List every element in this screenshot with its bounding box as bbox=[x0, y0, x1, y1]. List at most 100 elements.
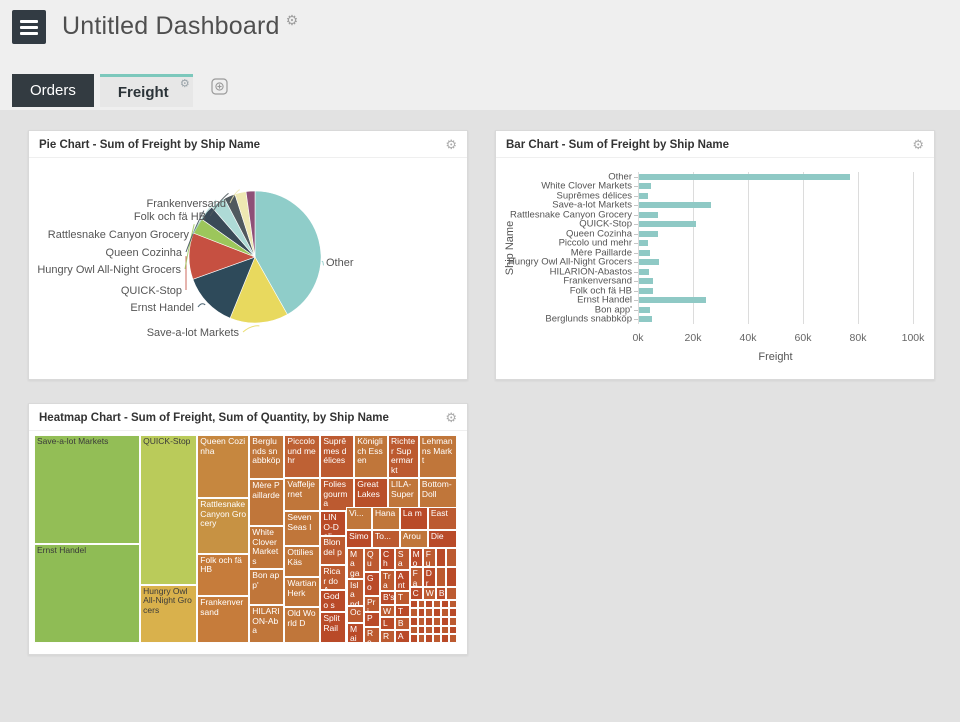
bar[interactable] bbox=[639, 259, 659, 265]
treemap-cell[interactable]: Dr bbox=[423, 567, 436, 587]
bar[interactable] bbox=[639, 193, 648, 199]
treemap-cell[interactable] bbox=[418, 600, 426, 609]
treemap-cell[interactable]: Pri bbox=[364, 596, 380, 613]
treemap-cell[interactable]: Ch bbox=[380, 548, 395, 570]
treemap-cell[interactable]: Ricar do A bbox=[320, 565, 346, 590]
treemap-cell[interactable]: La m bbox=[400, 507, 428, 530]
treemap-cell[interactable] bbox=[449, 600, 457, 609]
treemap-cell[interactable]: Mère Paillarde bbox=[249, 479, 284, 526]
treemap-cell[interactable] bbox=[449, 608, 457, 617]
tab-settings-icon[interactable]: ⚙ bbox=[180, 77, 190, 90]
tab-orders[interactable]: Orders bbox=[12, 74, 94, 107]
treemap-cell[interactable] bbox=[449, 634, 457, 643]
treemap-cell[interactable] bbox=[418, 626, 426, 635]
treemap-cell[interactable]: Tra bbox=[380, 570, 395, 592]
treemap-cell[interactable]: To... bbox=[372, 530, 400, 548]
treemap-cell[interactable]: Godo s Co bbox=[320, 590, 346, 612]
treemap-cell[interactable]: LINO-Deli bbox=[320, 511, 346, 536]
treemap-cell[interactable]: Mai bbox=[347, 623, 364, 643]
treemap-cell[interactable]: Piccolo und mehr bbox=[284, 435, 320, 478]
treemap-cell[interactable]: Rattlesnake Canyon Grocery bbox=[197, 498, 249, 554]
bar[interactable] bbox=[639, 278, 653, 284]
treemap-cell[interactable] bbox=[425, 600, 433, 609]
treemap-cell[interactable]: W bbox=[380, 605, 395, 617]
menu-button[interactable] bbox=[12, 10, 46, 44]
treemap-cell[interactable]: B bbox=[436, 587, 447, 599]
treemap-cell[interactable]: Vi... bbox=[346, 507, 372, 530]
treemap-cell[interactable] bbox=[441, 600, 449, 609]
treemap-cell[interactable] bbox=[433, 617, 441, 626]
treemap-cell[interactable]: Queen Cozinha bbox=[197, 435, 249, 498]
treemap-cell[interactable]: Oc bbox=[347, 606, 364, 623]
treemap-cell[interactable] bbox=[410, 600, 418, 609]
treemap-cell[interactable]: Suprêmes délices bbox=[320, 435, 354, 478]
treemap-cell[interactable]: B bbox=[395, 617, 410, 629]
treemap-cell[interactable]: White Clover Markets bbox=[249, 526, 284, 569]
treemap-cell[interactable]: Wartian Herk bbox=[284, 577, 320, 607]
treemap-cell[interactable] bbox=[436, 548, 447, 568]
treemap-cell[interactable]: Ra bbox=[380, 630, 395, 643]
treemap-cell[interactable]: Arou bbox=[400, 530, 428, 548]
treemap-cell[interactable] bbox=[446, 567, 457, 587]
treemap-cell[interactable]: Hungry Owl All-Night Grocers bbox=[140, 585, 197, 643]
add-tab-icon[interactable] bbox=[211, 78, 228, 95]
treemap-cell[interactable] bbox=[410, 608, 418, 617]
bar[interactable] bbox=[639, 269, 649, 275]
treemap-cell[interactable] bbox=[441, 626, 449, 635]
pie-panel-settings-icon[interactable]: ⚙ bbox=[445, 138, 457, 151]
treemap-cell[interactable] bbox=[441, 617, 449, 626]
treemap-cell[interactable]: Vaffeljernet bbox=[284, 478, 320, 511]
treemap-cell[interactable] bbox=[425, 617, 433, 626]
treemap-cell[interactable] bbox=[449, 626, 457, 635]
bar[interactable] bbox=[639, 202, 711, 208]
dashboard-settings-icon[interactable]: ⚙ bbox=[286, 12, 299, 29]
treemap-cell[interactable]: Per bbox=[364, 612, 380, 627]
treemap-cell[interactable]: C bbox=[410, 587, 423, 599]
treemap-cell[interactable]: B's bbox=[380, 591, 395, 605]
bar[interactable] bbox=[639, 240, 648, 246]
treemap-cell[interactable]: Qu bbox=[364, 548, 380, 572]
treemap-cell[interactable]: Let bbox=[380, 617, 395, 629]
treemap-cell[interactable]: Bon app' bbox=[249, 569, 284, 605]
treemap-cell[interactable]: Frankenversand bbox=[197, 596, 249, 643]
treemap-cell[interactable]: Th bbox=[395, 591, 410, 605]
bar[interactable] bbox=[639, 288, 653, 294]
treemap-cell[interactable]: T bbox=[395, 605, 410, 617]
treemap-cell[interactable] bbox=[425, 634, 433, 643]
bar[interactable] bbox=[639, 231, 658, 237]
treemap-cell[interactable] bbox=[410, 634, 418, 643]
treemap-cell[interactable] bbox=[433, 600, 441, 609]
treemap-cell[interactable]: Ottilies Käs bbox=[284, 546, 320, 577]
treemap-cell[interactable]: Old World D bbox=[284, 607, 320, 643]
bar[interactable] bbox=[639, 174, 850, 180]
heatmap-panel-settings-icon[interactable]: ⚙ bbox=[445, 411, 457, 424]
treemap-cell[interactable]: Ma gaz bbox=[347, 548, 364, 579]
treemap-cell[interactable]: Split Rail bbox=[320, 612, 346, 643]
treemap-cell[interactable]: Fa bbox=[410, 567, 423, 587]
treemap-cell[interactable] bbox=[418, 608, 426, 617]
treemap-cell[interactable] bbox=[425, 608, 433, 617]
treemap-cell[interactable]: Berglunds snabbköp bbox=[249, 435, 284, 479]
treemap-cell[interactable]: Lehmanns Markt bbox=[419, 435, 457, 478]
treemap-cell[interactable]: HILARION-Aba bbox=[249, 605, 284, 643]
treemap-cell[interactable]: Go bbox=[364, 572, 380, 596]
bar[interactable] bbox=[639, 221, 696, 227]
treemap-cell[interactable] bbox=[418, 634, 426, 643]
treemap-cell[interactable] bbox=[441, 634, 449, 643]
treemap-cell[interactable]: Richter Supermarkt bbox=[388, 435, 419, 478]
tab-freight[interactable]: Freight ⚙ bbox=[100, 74, 193, 107]
treemap-cell[interactable] bbox=[441, 608, 449, 617]
treemap-cell[interactable]: Save-a-lot Markets bbox=[34, 435, 140, 544]
treemap-cell[interactable] bbox=[433, 626, 441, 635]
bar[interactable] bbox=[639, 307, 650, 313]
treemap-cell[interactable]: Königlich Essen bbox=[354, 435, 388, 478]
treemap-cell[interactable] bbox=[410, 626, 418, 635]
treemap-cell[interactable]: Re bbox=[364, 627, 380, 643]
treemap-cell[interactable] bbox=[449, 617, 457, 626]
treemap-cell[interactable]: Fu bbox=[423, 548, 436, 568]
treemap-cell[interactable] bbox=[433, 608, 441, 617]
treemap-cell[interactable] bbox=[436, 567, 447, 587]
